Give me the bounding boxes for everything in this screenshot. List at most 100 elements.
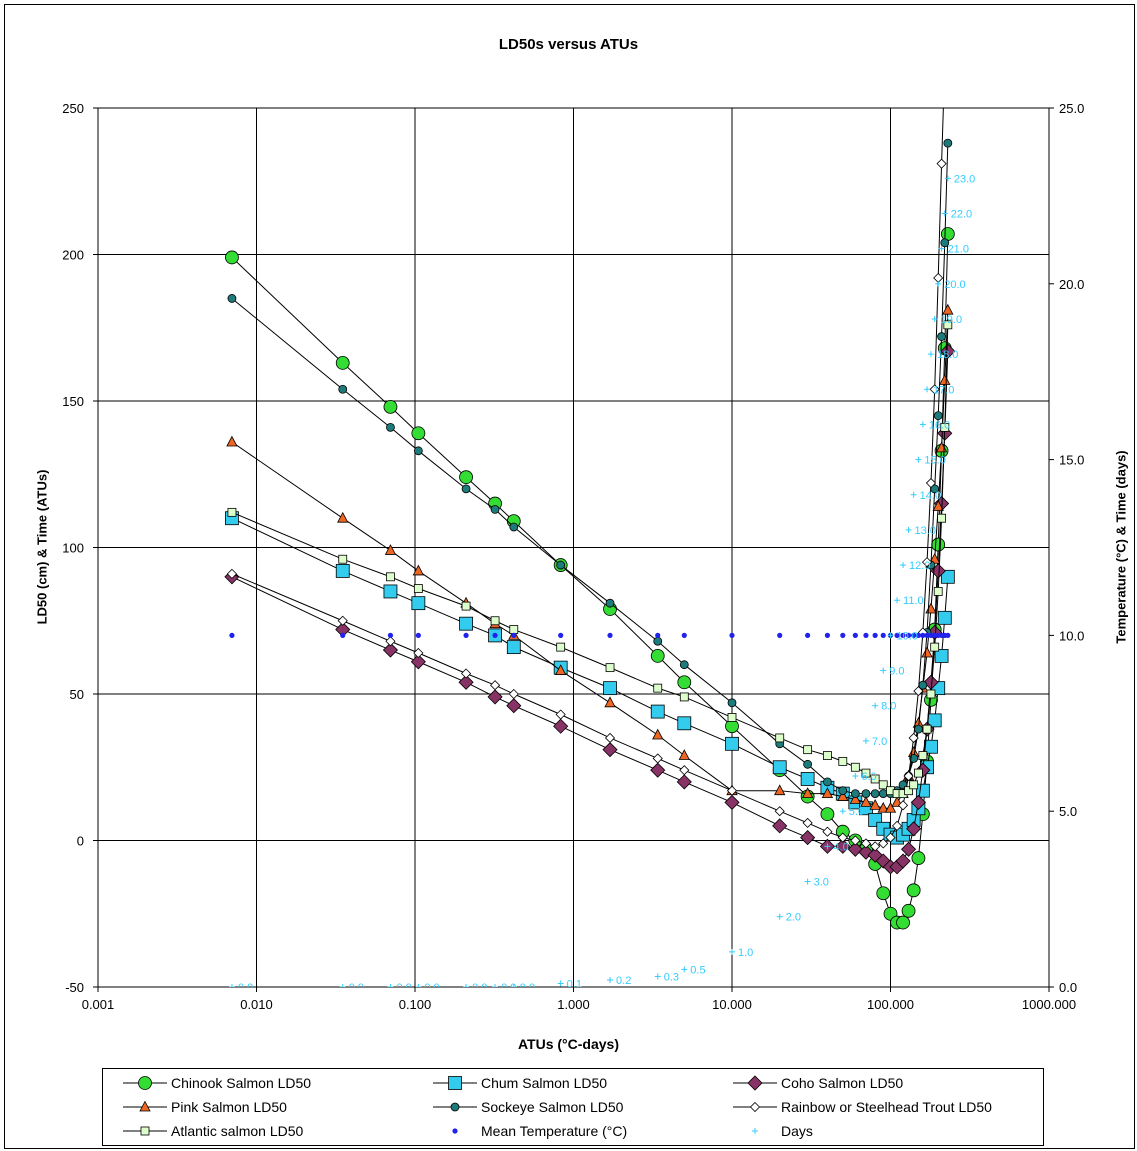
data-point <box>803 759 813 769</box>
data-point <box>820 807 835 822</box>
data-point <box>490 616 500 626</box>
data-point <box>924 632 930 639</box>
data-point <box>837 790 849 801</box>
legend-item: Sockeye Salmon LD50 <box>433 1096 623 1118</box>
data-point <box>681 632 687 639</box>
data-point <box>941 210 948 217</box>
data-point <box>676 774 692 790</box>
data-point <box>459 616 473 631</box>
data-point <box>894 597 901 604</box>
legend-marker <box>747 1075 763 1091</box>
day-label: 4.0 <box>833 841 848 853</box>
data-point <box>852 632 858 639</box>
data-point <box>679 692 689 702</box>
data-point <box>922 724 932 734</box>
data-point <box>927 351 934 358</box>
day-label: 2.0 <box>786 912 801 924</box>
data-point <box>511 632 517 639</box>
data-point <box>226 568 238 579</box>
data-point <box>919 421 926 428</box>
data-point <box>937 332 946 341</box>
day-label: 5.0 <box>849 806 864 818</box>
data-point <box>774 784 786 796</box>
legend-swatch <box>123 1076 167 1090</box>
data-point <box>229 632 235 639</box>
series-rainbow-or-steelhead-trout-ld50 <box>226 108 947 852</box>
data-point <box>937 610 952 625</box>
data-point <box>910 794 926 810</box>
legend-marker <box>139 1100 151 1112</box>
y-right-tick-label: 15.0 <box>1059 453 1084 468</box>
day-label: 10.0 <box>897 630 918 642</box>
data-point <box>887 632 894 639</box>
series-atlantic-salmon-ld50 <box>227 320 953 799</box>
data-point <box>724 794 740 810</box>
data-point <box>492 632 498 639</box>
data-point <box>930 642 940 652</box>
data-point <box>876 886 891 901</box>
data-point <box>823 777 832 787</box>
data-point <box>936 158 947 169</box>
data-point <box>894 632 900 639</box>
legend-marker <box>450 1102 460 1112</box>
y-right-tick-label: 20.0 <box>1059 277 1084 292</box>
y-right-tick-label: 5.0 <box>1059 804 1077 819</box>
series-line <box>231 108 944 847</box>
day-label: 6.0 <box>861 771 876 783</box>
data-point <box>459 470 473 485</box>
data-point <box>928 632 934 639</box>
data-point <box>850 762 860 772</box>
data-point <box>652 728 664 740</box>
data-point <box>925 602 937 614</box>
data-point <box>940 238 950 248</box>
day-label: 18.0 <box>937 349 958 361</box>
day-label: 11.0 <box>903 595 924 607</box>
legend-item: Pink Salmon LD50 <box>123 1096 287 1118</box>
data-point <box>821 787 834 799</box>
data-point <box>387 984 394 987</box>
data-point <box>863 632 869 639</box>
data-point <box>885 832 896 843</box>
legend-label: Atlantic salmon LD50 <box>171 1123 304 1139</box>
data-point <box>905 632 912 639</box>
data-point <box>556 642 566 652</box>
data-point <box>823 751 832 760</box>
data-point <box>337 511 349 523</box>
data-point <box>839 808 846 815</box>
data-point <box>901 903 916 918</box>
y-left-tick-label: 250 <box>62 101 84 116</box>
data-point <box>904 786 913 796</box>
data-point <box>921 646 933 658</box>
legend-item: Chum Salmon LD50 <box>433 1072 607 1094</box>
legend-swatch <box>752 1128 758 1134</box>
data-point <box>926 689 936 699</box>
data-point <box>932 500 944 511</box>
data-point <box>804 878 811 885</box>
data-point <box>939 374 951 385</box>
legend-label: Coho Salmon LD50 <box>781 1075 904 1091</box>
data-point <box>509 522 519 532</box>
data-point <box>553 718 569 734</box>
x-tick-label: 10.000 <box>712 997 752 1012</box>
data-point <box>727 713 737 722</box>
data-point <box>653 683 663 693</box>
data-point <box>650 762 666 778</box>
data-point <box>384 544 397 555</box>
series-line <box>231 324 949 795</box>
data-point <box>558 632 564 639</box>
day-label: 0.3 <box>664 971 679 983</box>
data-point <box>228 984 235 987</box>
data-point <box>655 632 661 639</box>
data-point <box>878 780 888 790</box>
legend-swatch <box>452 1128 458 1134</box>
data-point <box>911 632 917 639</box>
data-point <box>602 742 618 758</box>
day-label: 9.0 <box>889 666 904 678</box>
data-point <box>872 632 878 639</box>
data-point <box>463 984 470 987</box>
data-point <box>555 709 566 720</box>
legend-marker <box>752 1128 758 1134</box>
day-label: 14.0 <box>920 490 941 502</box>
data-point <box>677 716 692 731</box>
data-point <box>931 315 938 322</box>
